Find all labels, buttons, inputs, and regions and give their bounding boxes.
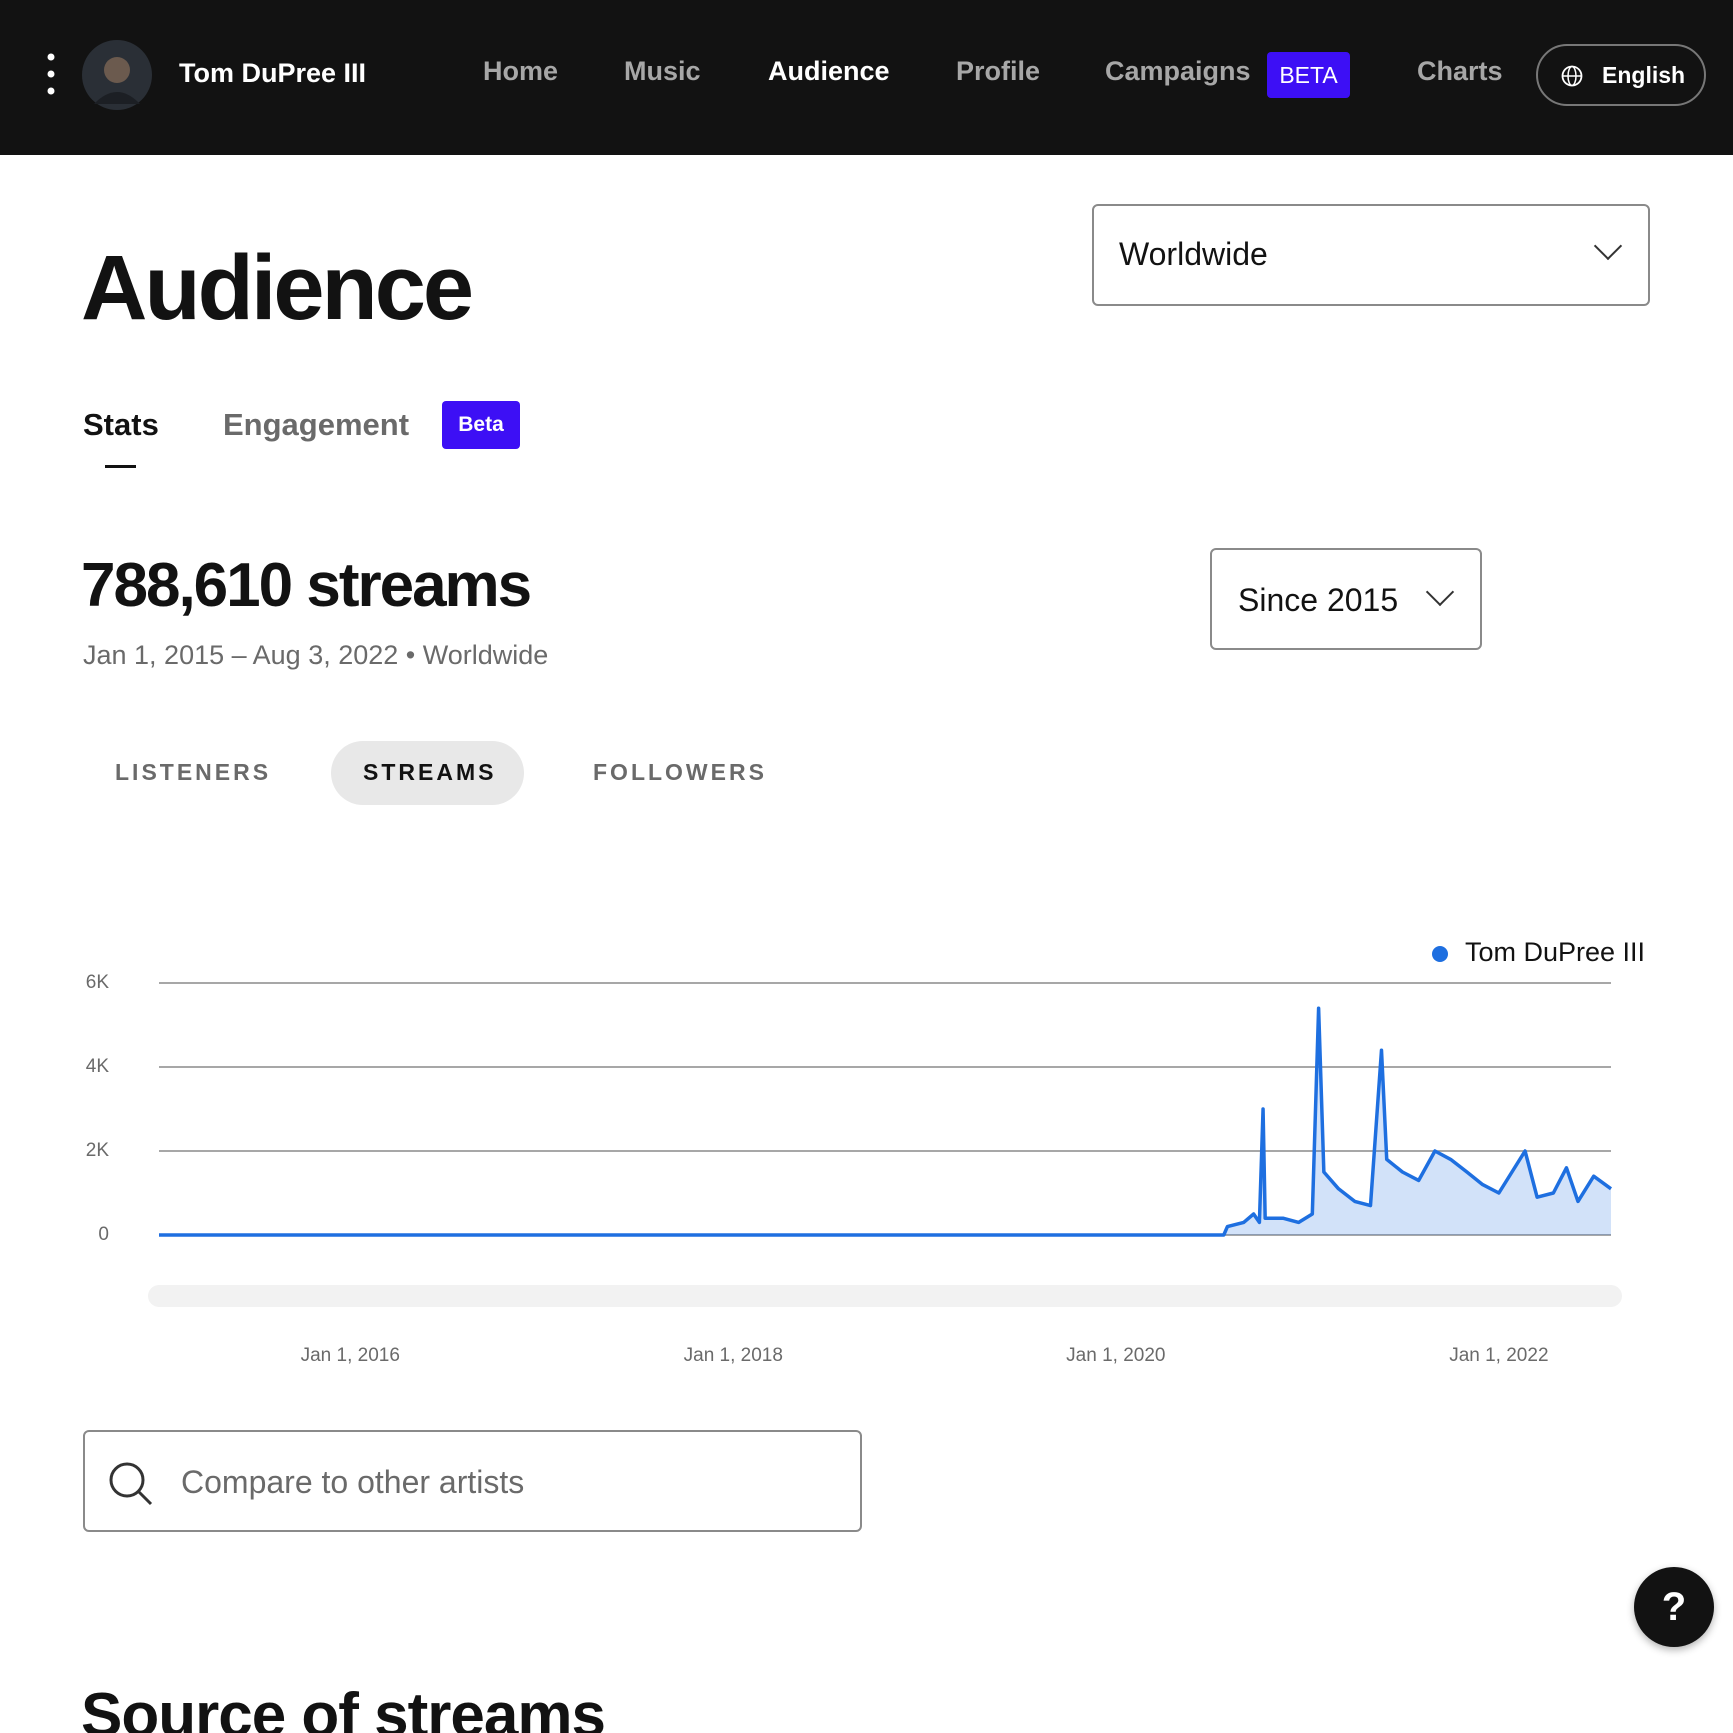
page-title: Audience xyxy=(81,237,474,339)
scrollbar-track xyxy=(148,1285,1622,1307)
help-button[interactable]: ? xyxy=(1634,1567,1714,1647)
x-tick-label: Jan 1, 2022 xyxy=(1449,1345,1548,1366)
nav-link[interactable]: Home xyxy=(483,56,559,86)
date-range: Jan 1, 2015 – Aug 3, 2022 • Worldwide xyxy=(83,640,549,670)
y-tick-label: 0 xyxy=(98,1224,109,1245)
stream-total: 788,610 streams xyxy=(81,551,532,620)
region-select[interactable]: Worldwide xyxy=(1092,204,1650,306)
language-label: English xyxy=(1602,62,1686,88)
avatar[interactable] xyxy=(82,40,152,110)
metric-tab[interactable]: LISTENERS xyxy=(115,759,272,785)
tab[interactable]: Engagement xyxy=(223,407,410,442)
menu-button[interactable] xyxy=(44,52,58,96)
y-tick-label: 4K xyxy=(86,1056,110,1077)
search-icon xyxy=(109,1462,153,1506)
chevron xyxy=(1593,231,1623,261)
legend-label: Tom DuPree III xyxy=(1465,937,1645,967)
area xyxy=(159,1008,1611,1235)
metric-tab[interactable]: FOLLOWERS xyxy=(593,759,767,785)
metric-tab-active-bg xyxy=(331,741,524,805)
metric-tab[interactable]: STREAMS xyxy=(363,759,497,785)
search-placeholder: Compare to other artists xyxy=(181,1464,525,1500)
tab[interactable]: Stats xyxy=(83,407,159,442)
artist-name[interactable]: Tom DuPree III xyxy=(179,58,367,88)
period-select[interactable]: Since 2015 xyxy=(1210,548,1482,650)
legend-marker xyxy=(1432,946,1448,962)
x-tick-label: Jan 1, 2018 xyxy=(684,1345,783,1366)
nav-bar: Tom DuPree III Home Music Audience Profi… xyxy=(0,0,1733,155)
tab-indicator xyxy=(105,465,136,468)
nav-link[interactable]: Campaigns xyxy=(1105,56,1251,86)
nav-link[interactable]: Audience xyxy=(768,56,890,86)
line xyxy=(159,1006,1613,1237)
y-tick-label: 6K xyxy=(86,972,110,993)
beta-badge: BETA xyxy=(1267,52,1350,98)
compare-search[interactable]: Compare to other artists xyxy=(83,1430,862,1532)
nav-link[interactable]: Music xyxy=(624,56,701,86)
nav-link[interactable]: Charts xyxy=(1417,56,1503,86)
chevron xyxy=(1425,577,1455,607)
chart: 0 2K 4K 6K Jan 1, 2016 Jan 1, 2018 Jan 1, 2020… xyxy=(86,937,1645,1366)
beta-badge: Beta xyxy=(442,401,520,449)
x-tick-label: Jan 1, 2020 xyxy=(1066,1345,1165,1366)
region-value: Worldwide xyxy=(1119,236,1268,272)
x-tick-label: Jan 1, 2016 xyxy=(301,1345,400,1366)
section-title: Source of streams xyxy=(81,1681,606,1733)
language-button[interactable]: English xyxy=(1536,44,1706,106)
period-value: Since 2015 xyxy=(1238,582,1399,618)
nav-link[interactable]: Profile xyxy=(956,56,1041,86)
y-tick-label: 2K xyxy=(86,1140,110,1161)
globe-icon xyxy=(1561,65,1583,87)
